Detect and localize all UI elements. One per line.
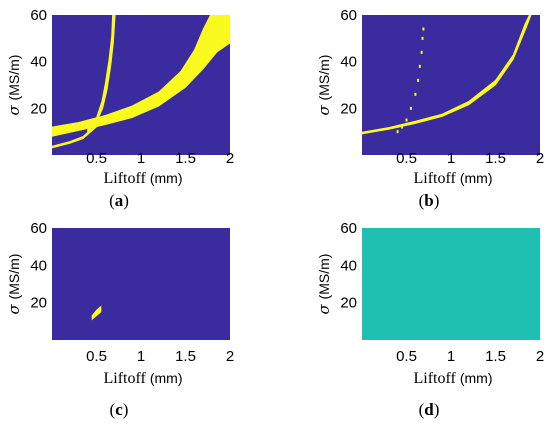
x-tick-label: 2 bbox=[226, 150, 234, 167]
y-tick-label: 20 bbox=[30, 295, 47, 312]
solution-point bbox=[420, 50, 423, 54]
panel-c: 20 40 60 0.5 1 1.5 2 Liftoff (mm) σ (MS/m) (c) bbox=[5, 220, 234, 419]
plot-area bbox=[52, 228, 230, 340]
plot-area bbox=[362, 228, 540, 340]
y-tick-label: 20 bbox=[340, 295, 357, 312]
plot-marks bbox=[91, 305, 102, 321]
y-axis-label: σ (MS/m) bbox=[315, 254, 333, 315]
x-tick-label: 1 bbox=[447, 348, 455, 365]
solution-region-1 bbox=[52, 15, 230, 137]
panel-a: 20 40 60 0.5 1 1.5 2 Liftoff (mm) σ (MS/m) (a) bbox=[5, 7, 234, 210]
y-axis-label: σ (MS/m) bbox=[5, 254, 23, 315]
x-tick-label: 1.5 bbox=[485, 348, 506, 365]
y-axis-label: σ (MS/m) bbox=[315, 55, 333, 116]
x-tick-label: 2 bbox=[536, 150, 544, 167]
x-tick-label: 1.5 bbox=[175, 348, 196, 365]
y-tick-label: 20 bbox=[30, 100, 47, 117]
solution-point bbox=[401, 125, 404, 129]
x-axis-label: Liftoff (mm) bbox=[413, 170, 492, 187]
solution-point bbox=[421, 36, 424, 40]
x-tick-label: 1.5 bbox=[175, 150, 196, 167]
x-tick-label: 1 bbox=[137, 348, 145, 365]
y-tick-label: 60 bbox=[340, 220, 357, 237]
panel-caption: (c) bbox=[110, 400, 129, 419]
solution-region-3 bbox=[52, 119, 106, 149]
x-axis-label: Liftoff (mm) bbox=[103, 170, 182, 187]
x-tick-label: 1 bbox=[137, 150, 145, 167]
solution-point bbox=[417, 78, 420, 82]
x-tick-label: 1 bbox=[447, 150, 455, 167]
panel-b: 20 40 60 0.5 1 1.5 2 Liftoff (mm) σ (MS/m) (b) bbox=[315, 7, 544, 210]
plot-marks bbox=[362, 15, 532, 135]
y-tick-label: 40 bbox=[340, 54, 357, 71]
x-tick-label: 2 bbox=[226, 348, 234, 365]
panel-caption: (d) bbox=[419, 400, 440, 419]
x-tick-label: 0.5 bbox=[396, 348, 417, 365]
y-tick-label: 60 bbox=[30, 7, 47, 24]
solution-point bbox=[396, 130, 399, 134]
solution-point bbox=[422, 27, 425, 31]
x-axis-label: Liftoff (mm) bbox=[413, 370, 492, 387]
solution-point bbox=[409, 106, 412, 110]
panel-caption: (a) bbox=[109, 191, 129, 210]
plot-marks bbox=[52, 15, 230, 149]
panel-caption: (b) bbox=[419, 191, 440, 210]
solution-point bbox=[405, 118, 408, 122]
x-tick-label: 0.5 bbox=[86, 150, 107, 167]
x-tick-label: 0.5 bbox=[396, 150, 417, 167]
x-tick-label: 2 bbox=[536, 348, 544, 365]
y-tick-label: 40 bbox=[30, 54, 47, 71]
solution-region-1 bbox=[91, 305, 102, 321]
y-tick-label: 20 bbox=[340, 100, 357, 117]
solution-point bbox=[414, 92, 417, 96]
y-axis-label: σ (MS/m) bbox=[5, 55, 23, 116]
y-tick-label: 60 bbox=[340, 7, 357, 24]
solution-region-1 bbox=[362, 15, 532, 135]
x-tick-label: 0.5 bbox=[86, 348, 107, 365]
plot-area bbox=[362, 15, 540, 155]
solution-point bbox=[418, 64, 421, 68]
solution-region-2 bbox=[87, 15, 116, 133]
x-tick-label: 1.5 bbox=[485, 150, 506, 167]
y-tick-label: 40 bbox=[340, 257, 357, 274]
x-axis-label: Liftoff (mm) bbox=[103, 370, 182, 387]
y-tick-label: 60 bbox=[30, 220, 47, 237]
panel-d: 20 40 60 0.5 1 1.5 2 Liftoff (mm) σ (MS/m) (d) bbox=[315, 220, 544, 419]
y-tick-label: 40 bbox=[30, 257, 47, 274]
